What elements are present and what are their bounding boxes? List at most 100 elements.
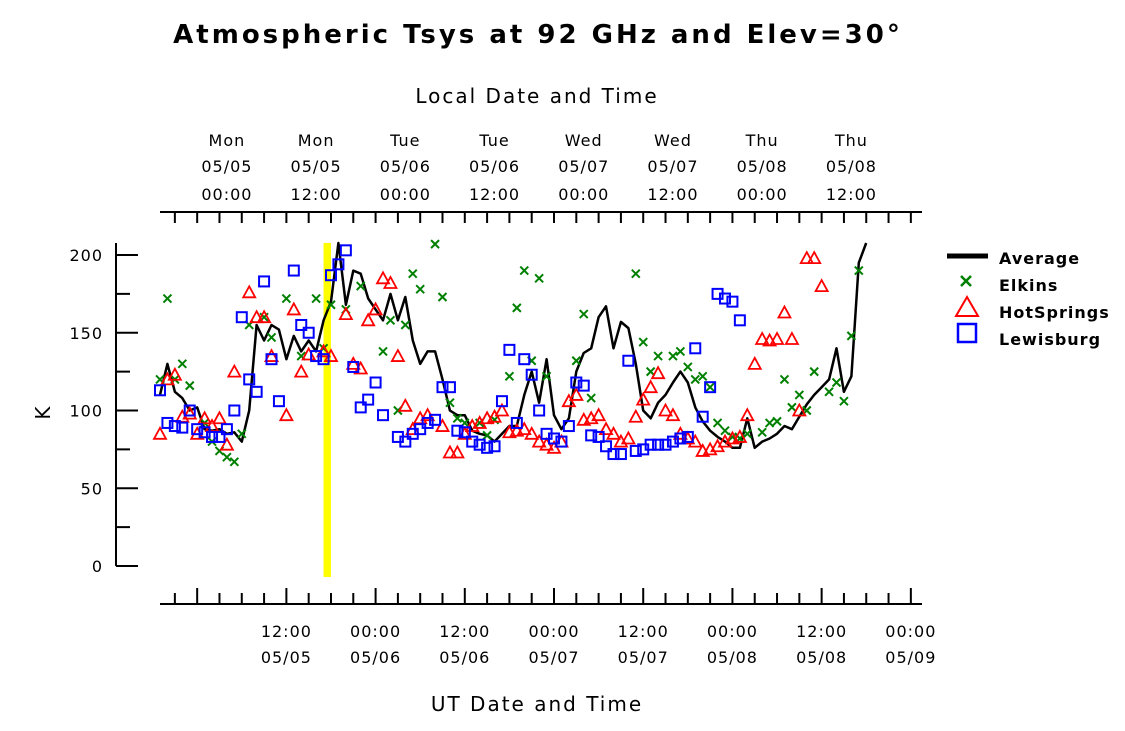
series-lewisburg-point — [585, 429, 598, 442]
series-lewisburg-point — [659, 438, 672, 451]
series-hotsprings-point — [241, 284, 257, 299]
top-tick-time: 12:00 — [469, 185, 520, 204]
series-lewisburg-point — [718, 292, 731, 305]
series-elkins-point — [400, 320, 411, 330]
series-layer — [152, 239, 868, 467]
series-hotsprings-point — [226, 363, 242, 378]
series-lewisburg-point — [510, 416, 523, 429]
top-tick-time: 00:00 — [558, 185, 609, 204]
series-elkins-point — [541, 371, 552, 381]
series-lewisburg-point — [600, 440, 613, 453]
series-lewisburg-point — [220, 423, 233, 436]
series-elkins-point — [839, 396, 849, 406]
legend-swatch-lewisburg — [956, 322, 978, 344]
series-lewisburg-point — [287, 264, 300, 277]
series-hotsprings-point — [769, 331, 785, 345]
series-lewisburg-point — [607, 448, 620, 461]
y-axis-label: K — [31, 404, 55, 419]
series-lewisburg-point — [518, 353, 531, 366]
series-elkins-point — [764, 418, 775, 428]
series-elkins-point — [311, 293, 321, 304]
series-lewisburg-point — [399, 435, 412, 448]
series-lewisburg-point — [451, 424, 464, 437]
series-hotsprings-point — [382, 275, 398, 289]
series-lewisburg-point — [629, 444, 642, 457]
series-lewisburg-point — [354, 401, 367, 414]
series-elkins-point — [668, 351, 678, 361]
series-hotsprings-point — [650, 365, 666, 380]
series-hotsprings-point — [219, 436, 235, 451]
legend-label-hotsprings: HotSprings — [999, 303, 1110, 322]
series-hotsprings-point — [658, 402, 674, 417]
series-elkins-point — [787, 402, 797, 413]
series-hotsprings-point — [799, 250, 815, 265]
series-lewisburg-point — [176, 421, 189, 434]
series-elkins-point — [690, 374, 700, 385]
series-lewisburg-point — [622, 354, 635, 367]
series-hotsprings-point — [390, 348, 406, 362]
series-lewisburg-point — [429, 413, 442, 426]
legend-label-lewisburg: Lewisburg — [999, 330, 1101, 349]
series-lewisburg-point — [243, 373, 256, 386]
series-lewisburg-point — [183, 404, 196, 417]
series-elkins-point — [452, 413, 463, 423]
bottom-tick-time: 12:00 — [439, 622, 490, 641]
series-average — [158, 241, 868, 450]
series-hotsprings-point — [197, 410, 213, 425]
bottom-tick-date: 05/06 — [439, 648, 490, 667]
series-lewisburg-point — [503, 343, 516, 356]
series-elkins-point — [742, 429, 753, 439]
bottom-tick-date: 05/08 — [796, 648, 847, 667]
series-elkins-point — [705, 382, 715, 392]
series-hotsprings-point — [665, 407, 681, 422]
series-lewisburg-point — [332, 258, 345, 271]
series-lewisburg-point — [228, 404, 241, 417]
series-elkins-point — [831, 377, 842, 388]
series-elkins — [155, 239, 864, 467]
top-tick-date: 05/06 — [380, 157, 431, 176]
top-tick-time: 12:00 — [826, 185, 877, 204]
series-hotsprings-point — [605, 425, 621, 440]
series-lewisburg-point — [577, 379, 590, 392]
series-elkins-point — [512, 303, 522, 313]
series-hotsprings-point — [635, 391, 651, 406]
bottom-tick-date: 05/06 — [350, 648, 401, 667]
series-hotsprings-point — [643, 379, 659, 394]
series-lewisburg-point — [317, 353, 330, 366]
highlight-band-layer — [323, 243, 331, 577]
series-elkins-point — [712, 418, 723, 428]
series-lewisburg-point — [674, 432, 687, 445]
series-elkins-point — [675, 346, 686, 357]
series-elkins-point — [772, 416, 782, 427]
series-lewisburg-point — [592, 430, 605, 443]
y-tick-label: 200 — [69, 246, 103, 265]
series-lewisburg-point — [488, 440, 501, 453]
series-hotsprings-point — [620, 430, 636, 445]
legend-swatch-elkins — [960, 275, 972, 287]
series-lewisburg-point — [495, 395, 508, 408]
series-elkins-point — [229, 457, 240, 467]
series-lewisburg-point — [421, 416, 434, 429]
series-elkins-point — [378, 346, 388, 357]
series-average-line — [158, 241, 868, 450]
series-hotsprings-point — [598, 421, 614, 436]
series-elkins-point — [779, 374, 790, 385]
series-hotsprings-point — [182, 405, 198, 420]
series-lewisburg-point — [191, 423, 204, 436]
top-axis-label: Local Date and Time — [415, 84, 658, 108]
series-hotsprings-point — [278, 407, 294, 422]
bottom-tick-time: 00:00 — [350, 622, 401, 641]
series-hotsprings-point — [256, 309, 272, 324]
series-hotsprings-point — [360, 312, 376, 327]
highlight-band — [323, 243, 331, 577]
series-elkins-point — [579, 309, 589, 319]
series-hotsprings-point — [806, 250, 822, 265]
series-lewisburg-point — [414, 423, 427, 436]
series-lewisburg-point — [213, 430, 226, 443]
series-elkins-point — [586, 393, 596, 403]
top-tick-time: 12:00 — [291, 185, 342, 204]
series-elkins-point — [482, 430, 492, 441]
y-tick-label: 0 — [92, 557, 103, 576]
series-hotsprings-point — [747, 355, 763, 370]
legend: Average Elkins HotSprings Lewisburg — [947, 249, 1110, 349]
